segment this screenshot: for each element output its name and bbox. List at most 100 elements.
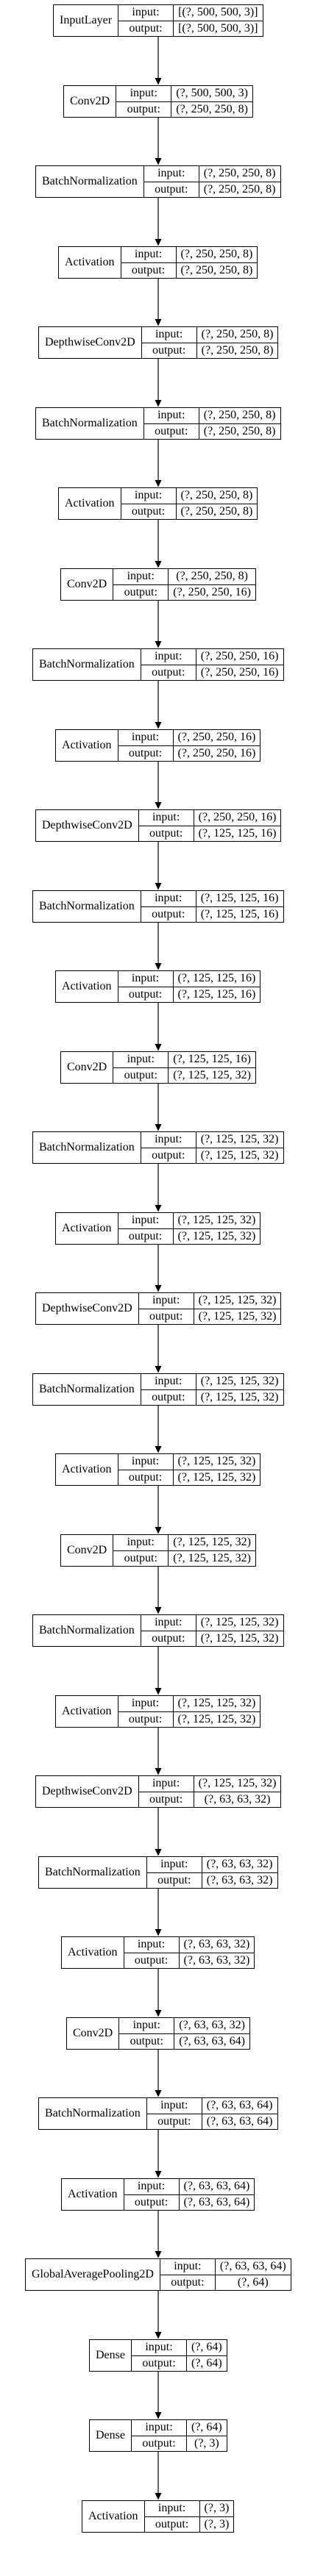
output-label: output: [134, 1953, 169, 1967]
input-shape: (?, 125, 125, 32) [173, 1696, 261, 1712]
output-label: output: [128, 1470, 163, 1484]
port-labels: input: output: [113, 569, 169, 600]
output-shape: (?, 250, 250, 8) [201, 343, 274, 357]
port-shapes: (?, 3) (?, 3) [199, 2501, 234, 2532]
output-label: output: [128, 987, 163, 1001]
input-label: input: [118, 1454, 173, 1470]
port-shapes: (?, 63, 63, 64) (?, 63, 63, 64) [202, 2098, 277, 2129]
input-shape: (?, 64) [186, 2340, 227, 2356]
output-shape: (?, 63, 63, 32) [183, 1953, 250, 1967]
input-label: input: [141, 891, 196, 907]
layer-name: BatchNormalization [33, 891, 141, 922]
input-shape: (?, 250, 250, 16) [173, 730, 261, 746]
edge-arrowhead [155, 1205, 162, 1212]
input-label: input: [138, 1776, 194, 1792]
input-shape: (?, 3) [199, 2501, 234, 2517]
output-label: output: [128, 1229, 163, 1242]
edge-arrowhead [155, 1366, 162, 1373]
port-labels: input: output: [141, 1615, 196, 1646]
edge-arrowhead [155, 158, 162, 165]
output-label: output: [152, 343, 186, 357]
port-labels: input: output: [138, 1776, 194, 1807]
input-label: input: [119, 2018, 174, 2034]
port-shapes: (?, 125, 125, 32) (?, 125, 125, 32) [173, 1696, 261, 1727]
port-labels: input: output: [118, 730, 174, 761]
layer-node-depthwise-conv2-d: DepthwiseConv2D input: output: (?, 250, 250… [38, 326, 279, 359]
layer-node-conv2-d: Conv2D input: output: (?, 125, 125, 32) (?, … [60, 1534, 256, 1567]
port-shapes: (?, 63, 63, 32) (?, 63, 63, 64) [174, 2018, 249, 2049]
input-shape: (?, 125, 125, 32) [196, 1615, 283, 1631]
edge-arrowhead [155, 78, 162, 85]
input-label: input: [113, 1052, 169, 1068]
layer-node-global-average-pooling2-d: GlobalAveragePooling2D input: output: (?, 6… [25, 2258, 291, 2291]
layer-name: Conv2D [61, 569, 114, 600]
output-label: output: [142, 2356, 176, 2369]
layer-name: Dense [90, 2340, 132, 2371]
port-labels: input: output: [141, 1374, 196, 1405]
edge-arrowhead [155, 319, 162, 326]
output-shape: (?, 125, 125, 32) [198, 1309, 277, 1323]
port-shapes: [(?, 500, 500, 3)] [(?, 500, 500, 3)] [174, 5, 263, 36]
layer-name: Dense [90, 2420, 132, 2451]
port-shapes: (?, 63, 63, 32) (?, 63, 63, 32) [179, 1937, 255, 1968]
port-shapes: (?, 250, 250, 16) (?, 250, 250, 16) [196, 649, 283, 680]
edge-arrowhead [155, 722, 162, 729]
port-shapes: (?, 64) (?, 3) [186, 2420, 227, 2451]
port-shapes: (?, 64) (?, 64) [186, 2340, 227, 2371]
layer-node-input-layer: InputLayer input: output: [(?, 500, 500, 3)… [53, 4, 263, 37]
layer-name: BatchNormalization [33, 1374, 141, 1405]
input-label: input: [113, 1535, 169, 1551]
output-shape: (?, 250, 250, 8) [180, 504, 253, 518]
edge-arrowhead [155, 1849, 162, 1856]
input-shape: (?, 125, 125, 16) [196, 891, 283, 907]
edge-arrowhead [155, 963, 162, 970]
layer-name: DepthwiseConv2D [36, 1776, 139, 1807]
layer-node-batch-normalization: BatchNormalization input: output: (?, 250, … [32, 648, 284, 681]
output-shape: (?, 63, 63, 64) [206, 2114, 273, 2128]
input-label: input: [143, 166, 199, 182]
port-shapes: (?, 63, 63, 64) (?, 64) [215, 2259, 291, 2290]
port-labels: input: output: [138, 810, 194, 841]
input-label: input: [124, 1937, 179, 1953]
layer-node-activation: Activation input: output: (?, 250, 250, 8)(… [58, 246, 258, 279]
input-label: input: [113, 569, 169, 585]
port-shapes: (?, 125, 125, 32) (?, 125, 125, 32) [169, 1535, 255, 1566]
layer-name: Conv2D [61, 1535, 114, 1566]
input-label: input: [146, 1857, 202, 1873]
output-shape: (?, 250, 250, 8) [203, 424, 276, 437]
output-shape: (?, 125, 125, 16) [177, 987, 256, 1001]
input-shape: (?, 250, 250, 8) [199, 408, 280, 424]
layer-node-activation: Activation input: output: (?, 63, 63, 64) (?… [61, 2178, 255, 2211]
layer-name: Activation [56, 730, 118, 761]
layer-name: GlobalAveragePooling2D [26, 2259, 160, 2290]
output-label: output: [128, 746, 163, 759]
input-shape: (?, 250, 250, 8) [196, 327, 278, 343]
layer-name: Activation [59, 488, 121, 519]
output-label: output: [124, 1068, 157, 1081]
port-shapes: (?, 250, 250, 16) (?, 125, 125, 16) [194, 810, 281, 841]
input-label: input: [121, 247, 176, 263]
output-shape: (?, 125, 125, 32) [173, 1551, 251, 1564]
input-label: input: [160, 2259, 215, 2275]
port-shapes: (?, 125, 125, 32) (?, 125, 125, 32) [173, 1213, 261, 1244]
layer-node-conv2-d: Conv2D input: output: (?, 125, 125, 16) (?, … [60, 1051, 256, 1084]
edge-arrowhead [155, 1607, 162, 1614]
output-label: output: [131, 504, 166, 518]
edge-arrowhead [155, 2332, 162, 2339]
port-shapes: (?, 125, 125, 32) (?, 125, 125, 32) [173, 1454, 261, 1485]
layer-name: DepthwiseConv2D [36, 810, 139, 841]
input-shape: (?, 250, 250, 16) [194, 810, 281, 826]
input-label: input: [141, 1132, 196, 1148]
port-labels: input: output: [141, 649, 196, 680]
port-shapes: (?, 250, 250, 16) (?, 250, 250, 16) [173, 730, 261, 761]
edge-arrowhead [155, 1044, 162, 1051]
port-shapes: (?, 250, 250, 8) (?, 250, 250, 8) [176, 488, 258, 519]
layer-name: Conv2D [61, 1052, 114, 1083]
layer-name: Activation [82, 2501, 145, 2532]
input-shape: (?, 63, 63, 64) [215, 2259, 291, 2275]
port-labels: input: output: [144, 2501, 200, 2532]
port-shapes: (?, 125, 125, 16) (?, 125, 125, 16) [196, 891, 283, 922]
port-labels: input: output: [113, 1535, 169, 1566]
layer-name: BatchNormalization [36, 166, 144, 197]
output-label: output: [157, 1873, 191, 1886]
